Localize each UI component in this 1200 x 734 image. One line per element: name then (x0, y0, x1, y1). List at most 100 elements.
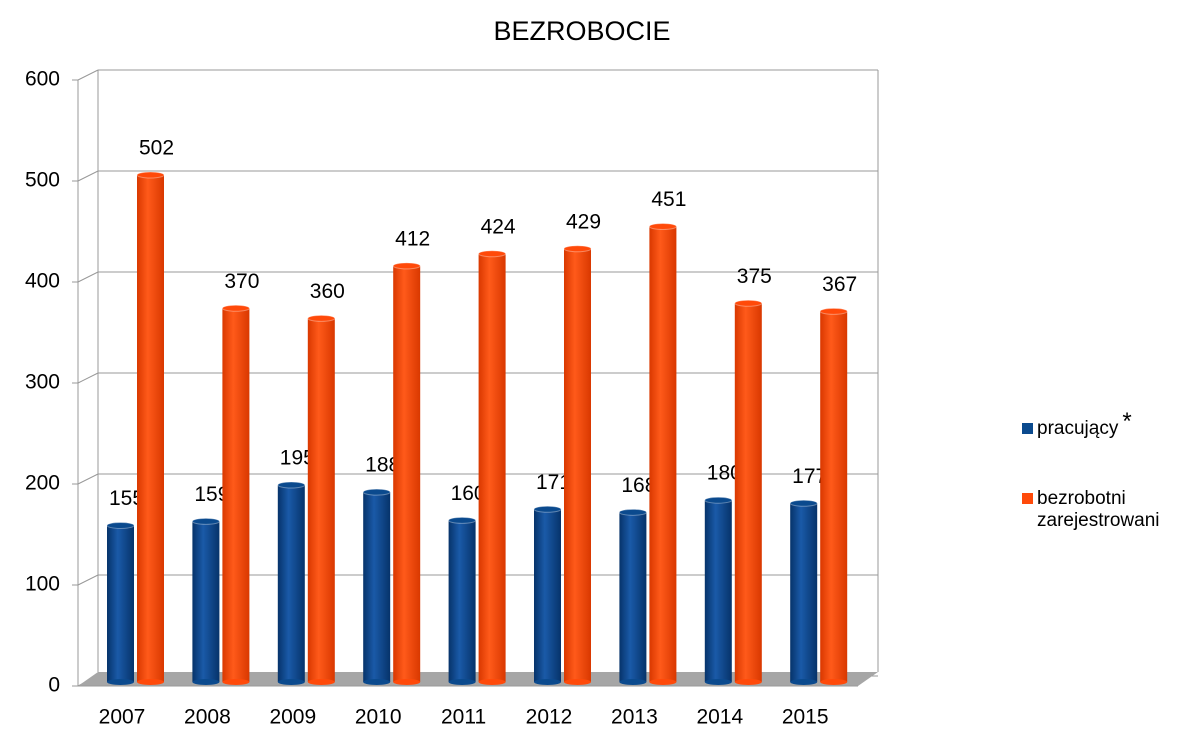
x-tick-label: 2007 (99, 706, 146, 729)
bar-bottom (704, 679, 732, 685)
bar (819, 307, 848, 685)
bar-top (789, 499, 818, 507)
grid-line (77, 372, 99, 384)
y-tick-label: 400 (25, 270, 60, 293)
bar-body (307, 318, 335, 682)
bar-body (790, 503, 818, 682)
y-tick-label: 100 (25, 573, 60, 596)
bar-top (392, 262, 421, 270)
bar-bottom (393, 679, 421, 685)
bar (648, 222, 677, 685)
bar-body (448, 520, 476, 682)
bar (136, 171, 165, 685)
legend-note: * (1122, 408, 1132, 435)
grid-line (77, 69, 99, 81)
legend-swatch (1022, 423, 1033, 434)
bar-bottom (222, 679, 250, 685)
legend-item: pracujący * (1022, 408, 1132, 440)
x-tick-label: 2008 (184, 706, 231, 729)
x-tick-label: 2011 (441, 706, 486, 729)
bar-top (533, 505, 562, 513)
bar-top (448, 516, 477, 524)
bar (277, 481, 306, 685)
bar-bottom (478, 679, 506, 685)
bar-bottom (307, 679, 335, 685)
bar-bottom (649, 679, 677, 685)
bar-body (534, 509, 561, 682)
bar-top (819, 307, 848, 315)
bar-body (363, 492, 391, 682)
bar-body (564, 248, 591, 682)
bar-body (137, 174, 164, 683)
bar-bottom (192, 679, 220, 685)
bar-bottom (820, 679, 848, 685)
bar-bottom (534, 679, 561, 685)
bar-body (192, 521, 220, 682)
bar (191, 517, 220, 685)
data-label: 171 (536, 471, 571, 494)
data-label: 424 (481, 215, 516, 238)
data-label: 155 (109, 487, 144, 510)
data-label: 451 (651, 188, 686, 211)
x-tick-label: 2015 (782, 706, 829, 729)
data-label: 502 (139, 137, 174, 160)
data-label: 160 (451, 482, 486, 505)
data-label: 159 (194, 483, 229, 506)
data-label: 367 (822, 273, 857, 296)
bar-top (618, 508, 647, 516)
bar-body (734, 303, 762, 682)
y-tick-label: 200 (25, 472, 60, 495)
bar-top (106, 521, 135, 529)
y-tick-label: 300 (25, 371, 60, 394)
bar (533, 505, 562, 685)
bar-bottom (734, 679, 762, 685)
bar-bottom (277, 679, 305, 685)
x-tick-label: 2014 (696, 706, 743, 729)
bar-body (478, 253, 506, 682)
bar-body (107, 525, 134, 682)
bar-body (820, 311, 848, 682)
bar-bottom (137, 679, 164, 685)
data-label: 180 (707, 462, 742, 485)
bar-bottom (448, 679, 476, 685)
bar-top (734, 299, 763, 307)
bar-top (648, 222, 677, 230)
bar (789, 499, 818, 685)
bar (221, 304, 250, 685)
data-label: 429 (566, 210, 601, 233)
bar-top (704, 496, 733, 504)
bar (392, 262, 421, 685)
bar-top (277, 481, 306, 489)
grid-line (77, 473, 99, 485)
data-label: 188 (365, 454, 400, 477)
bar-bottom (619, 679, 647, 685)
bar-body (649, 226, 677, 683)
legend-label: pracujący (1037, 418, 1119, 439)
data-label: 412 (395, 227, 430, 250)
bar-top (221, 304, 250, 312)
bar-body (277, 485, 305, 682)
bar (563, 245, 592, 685)
bar (362, 488, 391, 685)
bar-top (478, 250, 507, 258)
legend-item: bezrobotni zarejestrowani (1022, 488, 1187, 532)
y-tick-label: 0 (48, 674, 60, 697)
data-label: 375 (737, 265, 772, 288)
bar (478, 250, 507, 685)
bar (618, 508, 647, 685)
bar-bottom (107, 679, 134, 685)
bar (106, 521, 135, 685)
bar-bottom (363, 679, 391, 685)
data-label: 370 (224, 270, 259, 293)
grid-line (77, 574, 99, 586)
bar-body (704, 500, 732, 682)
legend-label: bezrobotni zarejestrowani (1037, 488, 1160, 531)
x-tick-label: 2013 (611, 706, 658, 729)
grid-line (77, 170, 99, 182)
data-label: 168 (621, 474, 656, 497)
x-tick-label: 2009 (269, 706, 316, 729)
bar-top (307, 314, 336, 322)
bar-top (191, 517, 220, 525)
